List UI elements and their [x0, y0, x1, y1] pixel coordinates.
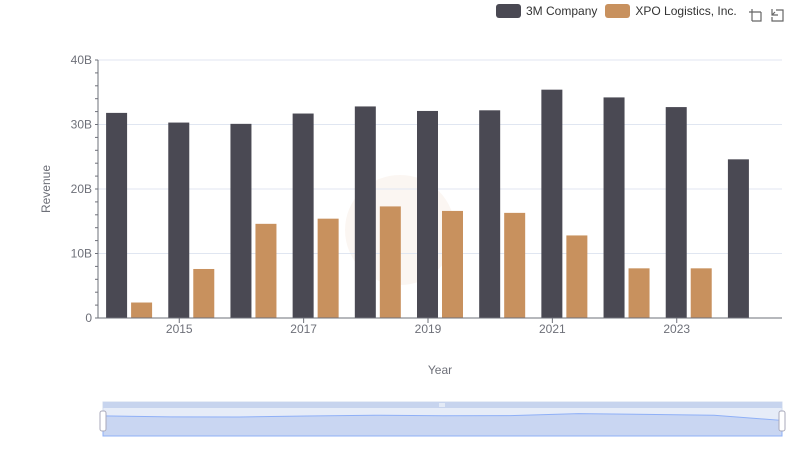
y-axis-title: Revenue	[39, 165, 53, 213]
y-tick-label: 20B	[71, 182, 92, 196]
bars	[106, 89, 749, 319]
bar-xpo-2018[interactable]	[379, 206, 401, 318]
y-axis: 0 10B 20B 30B 40B	[71, 53, 99, 325]
x-tick-label: 2019	[415, 322, 442, 336]
bar-xpo-2014[interactable]	[131, 302, 153, 318]
x-axis-title: Year	[428, 363, 452, 377]
x-tick-label: 2021	[539, 322, 566, 336]
x-tick-label: 2015	[166, 322, 193, 336]
bar-xpo-2015[interactable]	[193, 268, 215, 318]
zoom-icon[interactable]	[746, 6, 764, 24]
bar-3m-2023[interactable]	[665, 107, 687, 319]
bar-xpo-2016[interactable]	[255, 223, 277, 318]
bar-3m-2020[interactable]	[479, 110, 501, 318]
bar-3m-2022[interactable]	[603, 97, 625, 318]
zoom-slider[interactable]	[99, 401, 786, 437]
legend-item-3m[interactable]: 3M Company	[496, 4, 597, 18]
toolbox	[746, 6, 790, 24]
y-tick-label: 30B	[71, 118, 92, 132]
bar-3m-2018[interactable]	[354, 106, 376, 318]
zoom-slider-grip-icon[interactable]	[439, 403, 445, 407]
legend: 3M Company XPO Logistics, Inc.	[496, 4, 745, 18]
legend-swatch-xpo	[605, 4, 631, 18]
bar-3m-2014[interactable]	[106, 112, 128, 318]
bar-xpo-2020[interactable]	[504, 212, 526, 318]
legend-item-xpo[interactable]: XPO Logistics, Inc.	[605, 4, 737, 18]
x-tick-label: 2017	[290, 322, 317, 336]
y-tick-label: 10B	[71, 247, 92, 261]
bar-3m-2024[interactable]	[727, 159, 749, 318]
bar-xpo-2022[interactable]	[628, 268, 650, 318]
bar-3m-2015[interactable]	[168, 122, 190, 318]
legend-swatch-3m	[496, 4, 521, 18]
legend-label-xpo: XPO Logistics, Inc.	[635, 4, 737, 18]
y-tick-label: 0	[85, 311, 92, 325]
x-tick-label: 2023	[663, 322, 690, 336]
zoom-slider-preview	[102, 413, 783, 437]
zoom-slider-handle-right[interactable]	[778, 410, 786, 432]
x-axis: 2015 2017 2019 2021 2023	[98, 317, 782, 336]
y-tick-label: 40B	[71, 53, 92, 67]
bar-xpo-2017[interactable]	[317, 218, 339, 318]
bar-3m-2021[interactable]	[541, 89, 563, 318]
bar-xpo-2021[interactable]	[566, 235, 588, 318]
zoom-slider-handle-left[interactable]	[99, 410, 107, 432]
bar-xpo-2019[interactable]	[442, 210, 463, 318]
bar-3m-2019[interactable]	[417, 110, 438, 318]
bar-3m-2017[interactable]	[292, 113, 314, 318]
restore-icon[interactable]	[768, 6, 786, 24]
legend-label-3m: 3M Company	[526, 4, 598, 18]
bar-3m-2016[interactable]	[230, 123, 252, 318]
bar-xpo-2023[interactable]	[690, 268, 712, 318]
